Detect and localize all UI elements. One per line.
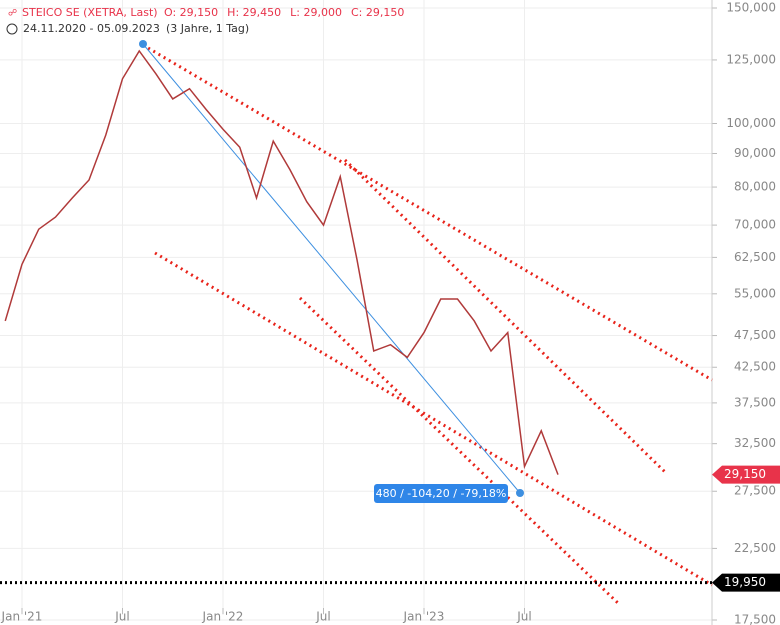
y-tick-label: 47,500 [734,328,776,342]
x-tick-label: Jan '22 [202,610,244,624]
y-tick-label: 150,000 [726,1,776,15]
y-tick-label: 17,500 [734,613,776,625]
trend-lines [142,43,713,607]
trend-line [298,296,622,607]
chart-title: STEICO SE (XETRA, Last) [22,6,158,19]
date-range: 24.11.2020 - 05.09.2023 [23,22,160,35]
measure-point [139,40,147,48]
y-tick-label: 42,500 [734,360,776,374]
level-label: 19,950 [724,575,766,589]
measure-point [516,489,524,497]
x-tick-label: Jul [315,610,330,624]
y-tick-label: 62,500 [734,250,776,264]
ohlc-value: L: 29,000 [290,6,342,19]
measure-box [374,484,508,503]
trend-line [154,251,713,587]
measure-label: 480 / -104,20 / -79,18% [376,487,507,500]
x-tick-label: Jan '23 [403,610,445,624]
price-line [4,49,559,475]
y-tick-label: 90,000 [734,146,776,160]
level-tag [712,573,780,592]
y-tick-label: 27,500 [734,484,776,498]
ohlc-value: C: 29,150 [351,6,404,19]
y-tick-label: 70,000 [734,218,776,232]
y-tick-label: 80,000 [734,180,776,194]
x-tick-label: Jan '21 [1,610,43,624]
measure-line [142,43,521,494]
y-tick-label: 125,000 [726,52,776,66]
y-tick-label: 37,500 [734,395,776,409]
x-tick-label: Jul [114,610,129,624]
y-tick-label: 22,500 [734,541,776,555]
last-tag [712,465,780,484]
y-tick-label: 32,500 [734,436,776,450]
icon: ☍ [8,9,17,19]
trend-line [343,158,667,474]
x-tick-label: Jul [516,610,531,624]
ohlc-value: H: 29,450 [227,6,281,19]
trend-line [142,43,713,382]
clock-icon [6,23,18,35]
period: (3 Jahre, 1 Tag) [166,22,249,35]
ohlc-value: O: 29,150 [164,6,218,19]
last-label: 29,150 [724,467,766,481]
y-tick-label: 100,000 [726,116,776,130]
y-tick-label: 55,000 [734,286,776,300]
